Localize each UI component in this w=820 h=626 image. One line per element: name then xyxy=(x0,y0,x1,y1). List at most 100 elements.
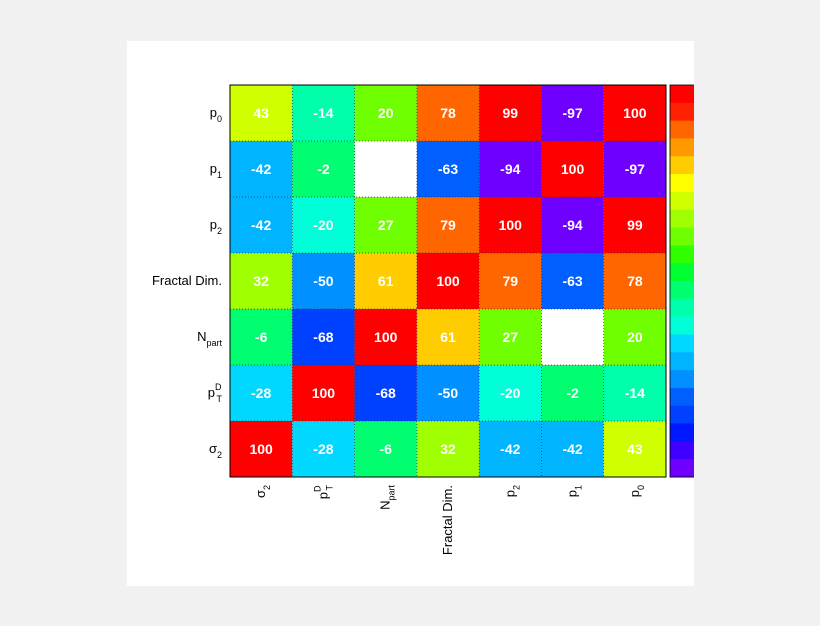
cell-value-label: -97 xyxy=(562,105,582,121)
colorbar-frame xyxy=(669,84,694,478)
colorbar-swatch xyxy=(670,191,694,211)
colorbar-swatch xyxy=(670,174,694,193)
colorbar-swatch xyxy=(670,245,694,264)
heatmap-cell xyxy=(416,85,480,141)
heatmap-cell xyxy=(230,365,293,421)
heatmap-cell xyxy=(416,253,480,309)
heatmap-cell xyxy=(292,141,355,197)
cell-value-label: 32 xyxy=(440,441,456,457)
cell-value-label: -94 xyxy=(500,161,520,177)
heatmap-cell xyxy=(541,253,604,309)
cell-value-label: -94 xyxy=(562,217,582,233)
heatmap-cell xyxy=(479,85,542,141)
heatmap-cell xyxy=(416,197,480,253)
colorbar-swatch xyxy=(670,316,694,335)
cell-value-label: -42 xyxy=(562,441,582,457)
cell-value-label: 78 xyxy=(627,273,643,289)
colorbar-swatch xyxy=(670,334,694,353)
heatmap-cell xyxy=(603,365,666,421)
colorbar-swatch xyxy=(670,102,694,122)
y-tick-label: p2 xyxy=(210,217,222,236)
colorbar-swatch xyxy=(670,85,694,104)
cell-value-label: -42 xyxy=(251,217,271,233)
heatmap-cell xyxy=(479,365,542,421)
heatmap-cell xyxy=(479,309,542,365)
heatmap-cell xyxy=(541,197,604,253)
heatmap-cell xyxy=(230,197,293,253)
cell-value-label: -97 xyxy=(625,161,645,177)
cell-value-label: -68 xyxy=(313,329,333,345)
y-tick-label: p0 xyxy=(210,105,222,124)
x-tick-label: p0 xyxy=(627,485,646,497)
heatmap-cell xyxy=(416,309,480,365)
colorbar-swatch xyxy=(670,138,694,157)
heatmap-cell xyxy=(354,253,417,309)
cell-value-label: 27 xyxy=(502,329,518,345)
cell-value-label: -20 xyxy=(313,217,333,233)
cell-value-label: -28 xyxy=(251,385,271,401)
colorbar-swatch xyxy=(670,370,694,389)
x-tick-label: Npart xyxy=(378,485,397,510)
cell-value-label: -14 xyxy=(313,105,333,121)
cell-value-label: -20 xyxy=(500,385,520,401)
cell-value-label: 61 xyxy=(440,329,456,345)
cell-value-label: 20 xyxy=(378,105,394,121)
heatmap-cell xyxy=(230,309,293,365)
heatmap-cell xyxy=(541,141,604,197)
heatmap-cell xyxy=(541,85,604,141)
colorbar-swatch xyxy=(670,352,694,371)
colorbar-swatch xyxy=(670,209,694,229)
cell-value-label: 100 xyxy=(249,441,273,457)
heatmap-cell xyxy=(416,365,480,421)
cell-value-label: 79 xyxy=(502,273,518,289)
heatmap-cell xyxy=(479,253,542,309)
heatmap-cell xyxy=(230,253,293,309)
cell-value-label: -28 xyxy=(313,441,333,457)
cell-value-label: -2 xyxy=(566,385,579,401)
heatmap-cell xyxy=(354,365,417,421)
cell-value-label: 20 xyxy=(627,329,643,345)
y-tick-label: Npart xyxy=(197,329,222,348)
heatmap-cell xyxy=(292,197,355,253)
heatmap-cell xyxy=(292,85,355,141)
heatmap-cell xyxy=(541,365,604,421)
heatmap-cell xyxy=(416,421,480,477)
cell-value-label: -63 xyxy=(562,273,582,289)
colorbar-swatch xyxy=(670,298,694,318)
heatmap-cell xyxy=(603,197,666,253)
cell-value-label: 100 xyxy=(436,273,460,289)
heatmap-cell xyxy=(230,421,293,477)
y-tick-label: pD T xyxy=(208,382,223,404)
heatmap-cell xyxy=(603,421,666,477)
colorbar-swatch xyxy=(670,156,694,175)
heatmap-cell xyxy=(541,421,604,477)
heatmap-cell xyxy=(292,309,355,365)
y-tick-label: p1 xyxy=(210,161,222,180)
colorbar-swatch xyxy=(670,227,694,246)
heatmap-cell xyxy=(230,85,293,141)
cell-value-label: -63 xyxy=(438,161,458,177)
correlation-heatmap: 100 -28 -6 32 -42 -42 43 -28 100 -68 -50 -20 -2 -14 -6… xyxy=(152,84,694,555)
cell-value-label: 100 xyxy=(312,385,336,401)
heatmap-cell xyxy=(292,365,355,421)
cell-value-label: 99 xyxy=(502,105,518,121)
cell-value-label: -2 xyxy=(317,161,330,177)
heatmap-cell xyxy=(292,421,355,477)
heatmap-cell xyxy=(603,309,666,365)
heatmap-cell xyxy=(479,421,542,477)
colorbar-swatch xyxy=(670,281,694,300)
cell-value-label: -6 xyxy=(255,329,268,345)
colorbar-swatch xyxy=(670,459,694,478)
cell-value-label: 32 xyxy=(253,273,269,289)
heatmap-cell xyxy=(603,85,666,141)
heatmap-cell xyxy=(603,253,666,309)
y-tick-label: Fractal Dim. xyxy=(152,273,222,288)
cell-value-label: 79 xyxy=(440,217,456,233)
cell-value-label: -14 xyxy=(625,385,645,401)
cell-value-label: 100 xyxy=(499,217,523,233)
cell-value-label: 78 xyxy=(440,105,456,121)
cell-value-label: 100 xyxy=(561,161,585,177)
heatmap-cell xyxy=(354,309,417,365)
cell-value-label: -6 xyxy=(379,441,392,457)
cell-value-label: 27 xyxy=(378,217,394,233)
